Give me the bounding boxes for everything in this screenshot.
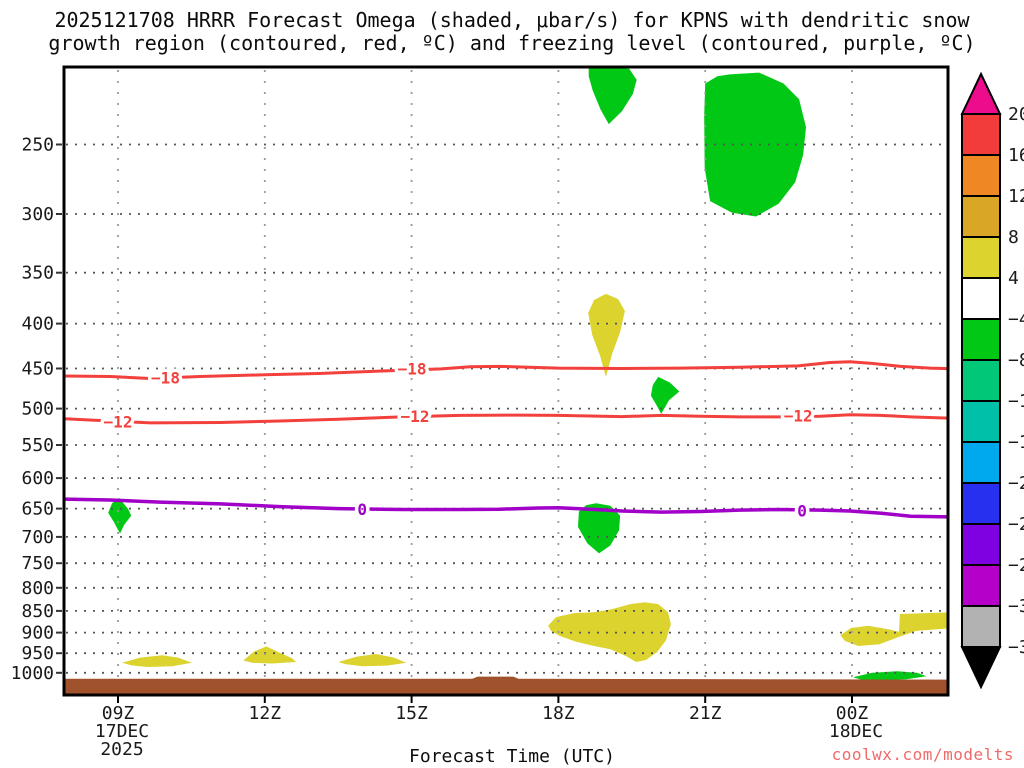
contour-label-dendritic-neg12c-1: −12 xyxy=(401,407,430,426)
colorbar-label-12: 12 xyxy=(1008,186,1024,207)
colorbar-label--32: −32 xyxy=(1008,596,1024,617)
colorbar-segment-4-to--4 xyxy=(961,277,1001,320)
shaded-region-yellow-400mb-teardrop xyxy=(588,293,625,377)
shaded-region-yellow-lowlevel-large xyxy=(548,602,671,662)
colorbar-label-4: 4 xyxy=(1008,268,1019,289)
y-tick-label-500: 500 xyxy=(21,399,54,420)
shaded-region-yellow-lowlevel-lens-1 xyxy=(121,655,192,667)
shaded-region-green-top-large xyxy=(704,72,806,217)
x-date-label-2025: 2025 xyxy=(100,739,143,760)
shaded-region-green-660mb-09z-diamond xyxy=(108,497,132,534)
y-tick-label-250: 250 xyxy=(21,135,54,156)
y-tick-label-300: 300 xyxy=(21,204,54,225)
contour-label-dendritic-neg18c-1: −18 xyxy=(398,360,427,379)
colorbar-label--16: −16 xyxy=(1008,432,1024,453)
y-tick-label-350: 350 xyxy=(21,263,54,284)
colorbar-label--12: −12 xyxy=(1008,391,1024,412)
colorbar: 20 16 12 8 4 −4 −8 −12 −16 −20 −24 −28 −32 −36 xyxy=(960,71,1024,690)
colorbar-segment--32-to--36 xyxy=(961,605,1001,648)
contour-dendritic-neg12c xyxy=(64,413,948,425)
x-date-label-17DEC: 17DEC xyxy=(95,721,149,742)
gridlines xyxy=(66,70,946,677)
colorbar-label--28: −28 xyxy=(1008,555,1024,576)
y-tick-label-550: 550 xyxy=(21,435,54,456)
colorbar-label-16: 16 xyxy=(1008,145,1024,166)
y-tick-label-600: 600 xyxy=(21,468,54,489)
contour-label-freezing-level-0c-0: 0 xyxy=(357,500,367,519)
contour-label-dendritic-neg12c-0: −12 xyxy=(104,412,133,431)
colorbar-segment--16-to--20 xyxy=(961,441,1001,484)
contour-freezing-level-0c xyxy=(64,497,948,519)
colorbar-segment--4-to--8 xyxy=(961,318,1001,361)
colorbar-segment--28-to--32 xyxy=(961,564,1001,607)
plot-frame xyxy=(62,65,950,697)
y-tick-label-800: 800 xyxy=(21,578,54,599)
colorbar-label-20: 20 xyxy=(1008,104,1024,125)
colorbar-below-min-triangle xyxy=(960,646,1002,690)
contour-lines xyxy=(64,360,948,519)
shaded-region-yellow-lowlevel-lens-3 xyxy=(338,654,407,667)
colorbar-label--4: −4 xyxy=(1008,309,1024,330)
x-tick-label-15Z: 15Z xyxy=(395,703,428,724)
colorbar-label--8: −8 xyxy=(1008,350,1024,371)
shaded-region-green-500mb-triangle xyxy=(650,376,680,414)
shaded-region-green-surface-sliver xyxy=(853,671,927,680)
shaded-region-green-680mb-18z-blob xyxy=(578,503,621,554)
colorbar-label--24: −24 xyxy=(1008,514,1024,535)
shaded-region-yellow-lowlevel-lens-2 xyxy=(243,646,297,664)
chart-title-line1: 2025121708 HRRR Forecast Omega (shaded, … xyxy=(54,8,970,32)
colorbar-segment--8-to--12 xyxy=(961,359,1001,402)
colorbar-label--20: −20 xyxy=(1008,473,1024,494)
shaded-region-green-top-small xyxy=(588,67,637,125)
colorbar-above-max-triangle xyxy=(960,71,1002,115)
x-tick-label-18Z: 18Z xyxy=(542,703,575,724)
contour-label-freezing-level-0c-1: 0 xyxy=(797,501,807,520)
x-axis-title: Forecast Time (UTC) xyxy=(409,746,615,767)
below-ground-terrain xyxy=(64,676,948,695)
colorbar-label-8: 8 xyxy=(1008,227,1019,248)
x-tick-label-00Z: 00Z xyxy=(836,703,869,724)
contour-dendritic-neg18c xyxy=(64,360,948,380)
watermark-text: coolwx.com/modelts xyxy=(831,745,1014,764)
x-tick-label-21Z: 21Z xyxy=(689,703,722,724)
colorbar-segment--12-to--16 xyxy=(961,400,1001,443)
shaded-region-yellow-lowlevel-right xyxy=(840,612,948,646)
colorbar-segment-20-to-16 xyxy=(961,113,1001,156)
colorbar-segment--20-to--24 xyxy=(961,482,1001,525)
y-tick-label-650: 650 xyxy=(21,499,54,520)
contour-label-dendritic-neg12c-2: −12 xyxy=(784,406,813,425)
y-axis: 2503003504004505005506006507007508008509… xyxy=(11,135,62,684)
y-tick-label-950: 950 xyxy=(21,643,54,664)
y-tick-label-1000: 1000 xyxy=(11,663,54,684)
y-tick-label-450: 450 xyxy=(21,359,54,380)
surface-terrain-band xyxy=(64,676,948,695)
y-tick-label-700: 700 xyxy=(21,527,54,548)
colorbar-label--36: −36 xyxy=(1008,637,1024,658)
colorbar-segment-12-to-8 xyxy=(961,195,1001,238)
y-tick-label-850: 850 xyxy=(21,601,54,622)
colorbar-segment-8-to-4 xyxy=(961,236,1001,279)
contour-labels: −18 −18 −12 −12 −12 0 0 xyxy=(100,356,816,524)
contour-label-dendritic-neg18c-0: −18 xyxy=(151,369,180,388)
y-tick-label-900: 900 xyxy=(21,623,54,644)
y-tick-label-400: 400 xyxy=(21,314,54,335)
colorbar-segment--24-to--28 xyxy=(961,523,1001,566)
x-tick-label-12Z: 12Z xyxy=(249,703,282,724)
x-date-label-18DEC: 18DEC xyxy=(829,721,883,742)
y-tick-label-750: 750 xyxy=(21,553,54,574)
colorbar-segment-16-to-12 xyxy=(961,154,1001,197)
x-tick-label-09Z: 09Z xyxy=(102,703,135,724)
shaded-regions xyxy=(108,67,948,680)
chart-title-line2: growth region (contoured, red, ºC) and f… xyxy=(48,31,976,55)
